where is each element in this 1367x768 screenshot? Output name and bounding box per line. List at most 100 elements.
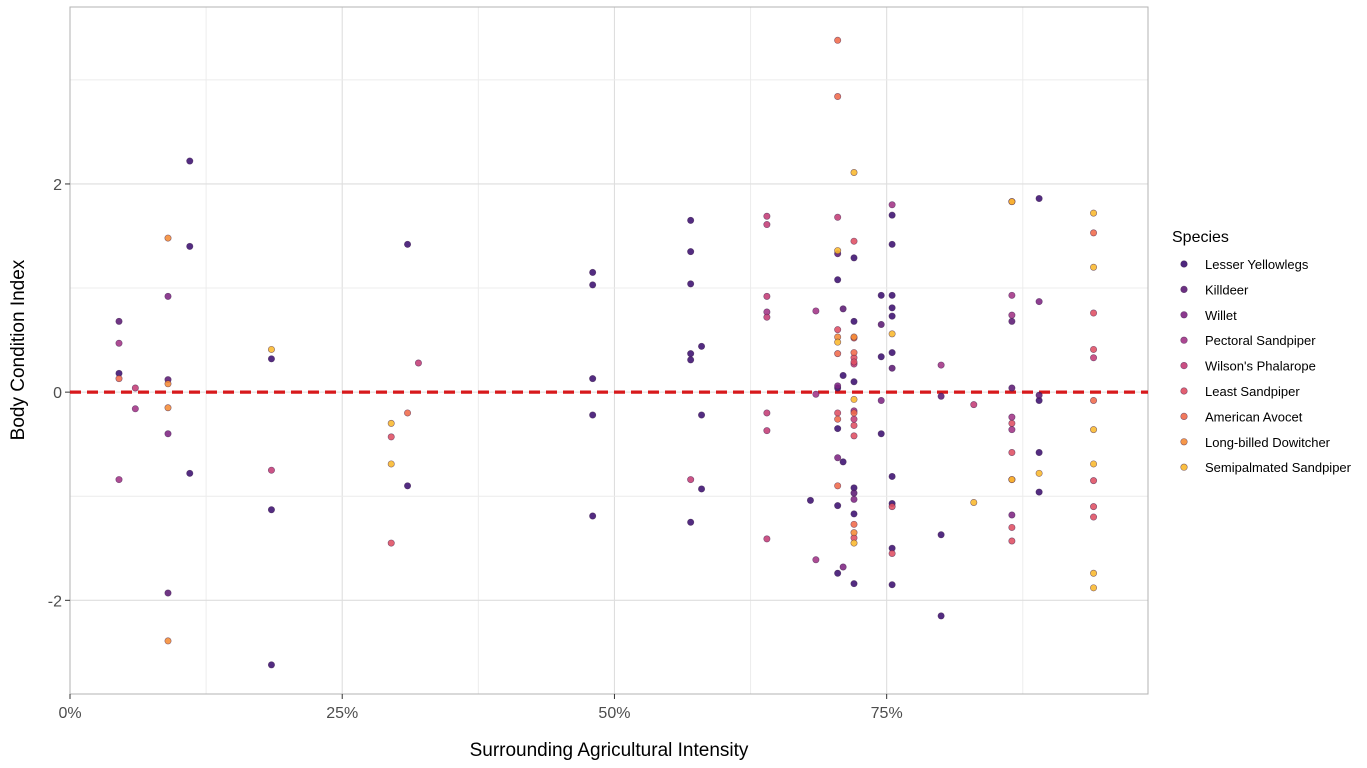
data-point bbox=[834, 93, 842, 101]
data-point bbox=[1090, 209, 1098, 217]
data-point bbox=[414, 359, 422, 367]
legend-key bbox=[1180, 438, 1188, 446]
data-point bbox=[834, 425, 842, 433]
data-point bbox=[850, 349, 858, 357]
data-point bbox=[834, 350, 842, 358]
plot-panel-border bbox=[69, 6, 1149, 695]
legend: Species Lesser Yellowlegs Killdeer Willet P… bbox=[1172, 229, 1352, 475]
data-point bbox=[687, 280, 695, 288]
data-point bbox=[834, 482, 842, 490]
data-point bbox=[888, 330, 896, 338]
data-point bbox=[267, 466, 275, 474]
data-point bbox=[937, 361, 945, 369]
legend-key bbox=[1180, 387, 1188, 395]
data-point bbox=[834, 36, 842, 44]
data-point bbox=[763, 535, 771, 543]
x-tick-label: 0% bbox=[58, 705, 81, 722]
x-tick-label: 50% bbox=[598, 705, 630, 722]
data-point bbox=[1008, 291, 1016, 299]
data-point bbox=[812, 390, 820, 398]
data-point bbox=[1090, 263, 1098, 271]
data-point bbox=[850, 169, 858, 177]
data-point bbox=[1090, 584, 1098, 592]
data-point bbox=[888, 312, 896, 320]
data-point bbox=[589, 281, 597, 289]
data-point bbox=[687, 476, 695, 484]
data-point bbox=[834, 213, 842, 221]
data-point bbox=[1008, 426, 1016, 434]
data-point bbox=[850, 317, 858, 325]
data-point bbox=[1035, 469, 1043, 477]
data-point bbox=[1008, 476, 1016, 484]
data-point bbox=[267, 661, 275, 669]
data-point bbox=[763, 427, 771, 435]
data-point bbox=[834, 338, 842, 346]
data-point bbox=[763, 292, 771, 300]
data-point bbox=[834, 409, 842, 417]
legend-key bbox=[1180, 362, 1188, 370]
grid-lines bbox=[69, 7, 1148, 694]
data-point bbox=[1090, 229, 1098, 237]
data-point bbox=[888, 364, 896, 372]
data-point bbox=[850, 495, 858, 503]
data-point bbox=[850, 580, 858, 588]
data-point bbox=[589, 268, 597, 276]
legend-label: American Avocet bbox=[1205, 409, 1303, 424]
data-point bbox=[834, 247, 842, 255]
data-point bbox=[937, 392, 945, 400]
data-point bbox=[937, 531, 945, 539]
data-point bbox=[387, 419, 395, 427]
y-tick-label: -2 bbox=[48, 593, 62, 610]
data-point bbox=[115, 339, 123, 347]
data-point bbox=[850, 395, 858, 403]
data-point bbox=[687, 356, 695, 364]
data-point bbox=[850, 489, 858, 497]
legend-key bbox=[1180, 336, 1188, 344]
data-point bbox=[888, 240, 896, 248]
data-point bbox=[1090, 345, 1098, 353]
data-point bbox=[850, 529, 858, 537]
y-axis-title: Body Condition Index bbox=[8, 259, 29, 440]
data-point bbox=[888, 503, 896, 511]
data-point bbox=[888, 304, 896, 312]
legend-key bbox=[1180, 285, 1188, 294]
data-point bbox=[834, 502, 842, 510]
data-point bbox=[164, 430, 172, 438]
data-point bbox=[834, 415, 842, 423]
data-point bbox=[1035, 391, 1043, 399]
data-point bbox=[1090, 503, 1098, 511]
data-point bbox=[1008, 537, 1016, 545]
x-axis-ticks: 0% 25% 50% 75% bbox=[58, 694, 903, 722]
data-point bbox=[888, 349, 896, 357]
x-tick-label: 75% bbox=[871, 705, 903, 722]
data-point bbox=[687, 248, 695, 256]
data-point bbox=[589, 512, 597, 520]
data-point bbox=[839, 371, 847, 379]
data-point bbox=[763, 221, 771, 229]
data-point bbox=[115, 317, 123, 325]
x-tick-label: 25% bbox=[326, 705, 358, 722]
data-point bbox=[970, 401, 978, 409]
data-point bbox=[1008, 413, 1016, 421]
data-point bbox=[970, 498, 978, 506]
data-point bbox=[387, 539, 395, 547]
legend-label: Least Sandpiper bbox=[1205, 384, 1300, 399]
data-point bbox=[186, 469, 194, 477]
data-point bbox=[850, 421, 858, 429]
data-point bbox=[812, 556, 820, 564]
data-point bbox=[850, 333, 858, 341]
legend-label: Killdeer bbox=[1205, 282, 1249, 297]
data-point bbox=[687, 518, 695, 526]
data-point bbox=[1035, 449, 1043, 457]
legend-key bbox=[1180, 311, 1188, 319]
data-point bbox=[267, 355, 275, 363]
data-point bbox=[888, 291, 896, 299]
legend-label: Wilson's Phalarope bbox=[1205, 359, 1316, 374]
data-point bbox=[806, 496, 814, 504]
data-point bbox=[850, 378, 858, 386]
data-point bbox=[850, 510, 858, 518]
data-point bbox=[850, 432, 858, 440]
data-point bbox=[834, 569, 842, 577]
data-point bbox=[888, 472, 896, 480]
legend-key bbox=[1180, 463, 1188, 471]
